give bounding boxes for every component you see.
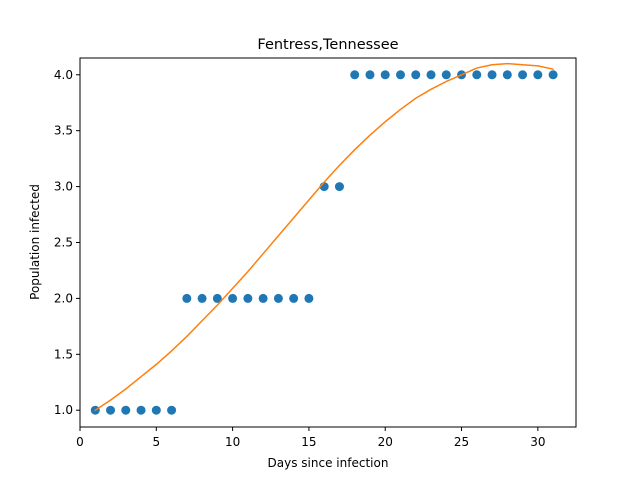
x-axis-label: Days since infection xyxy=(268,456,389,470)
data-point xyxy=(350,70,360,80)
data-point xyxy=(380,70,390,80)
y-tick-label: 2.0 xyxy=(54,291,73,305)
y-axis: 1.0 1.5 2.0 2.5 3.0 3.5 4.0 xyxy=(54,68,80,417)
y-tick-label: 1.5 xyxy=(54,347,73,361)
data-point xyxy=(472,70,482,80)
data-point xyxy=(136,405,146,415)
data-point xyxy=(518,70,528,80)
data-point xyxy=(502,70,512,80)
data-point xyxy=(487,70,497,80)
data-layer xyxy=(90,62,558,415)
data-point xyxy=(212,293,222,303)
data-point xyxy=(533,70,543,80)
y-tick-label: 3.0 xyxy=(54,180,73,194)
data-point xyxy=(304,293,314,303)
data-point xyxy=(411,70,421,80)
data-point xyxy=(289,293,299,303)
chart-title: Fentress,Tennessee xyxy=(257,37,398,53)
x-tick-label: 20 xyxy=(378,435,393,449)
y-axis-label: Population infected xyxy=(28,184,42,300)
y-tick-label: 4.0 xyxy=(54,68,73,82)
data-point xyxy=(151,405,161,415)
fit-curve-line xyxy=(94,62,554,411)
x-tick-label: 10 xyxy=(225,435,240,449)
y-tick-label: 3.5 xyxy=(54,124,73,138)
data-point xyxy=(334,182,344,192)
data-point xyxy=(441,70,451,80)
data-point xyxy=(426,70,436,80)
data-point xyxy=(273,293,283,303)
data-point xyxy=(548,70,558,80)
data-point xyxy=(121,405,131,415)
data-point xyxy=(197,293,207,303)
data-point xyxy=(258,293,268,303)
data-point xyxy=(228,293,238,303)
data-point xyxy=(365,70,375,80)
x-tick-label: 15 xyxy=(301,435,316,449)
data-point xyxy=(167,405,177,415)
data-point xyxy=(395,70,405,80)
x-tick-label: 5 xyxy=(152,435,160,449)
x-tick-label: 25 xyxy=(454,435,469,449)
x-tick-label: 30 xyxy=(530,435,545,449)
data-point xyxy=(243,293,253,303)
x-tick-label: 0 xyxy=(76,435,84,449)
y-tick-label: 2.5 xyxy=(54,236,73,250)
y-tick-label: 1.0 xyxy=(54,403,73,417)
x-axis: 0 5 10 15 20 25 30 xyxy=(76,427,545,449)
data-point xyxy=(182,293,192,303)
data-point xyxy=(106,405,116,415)
